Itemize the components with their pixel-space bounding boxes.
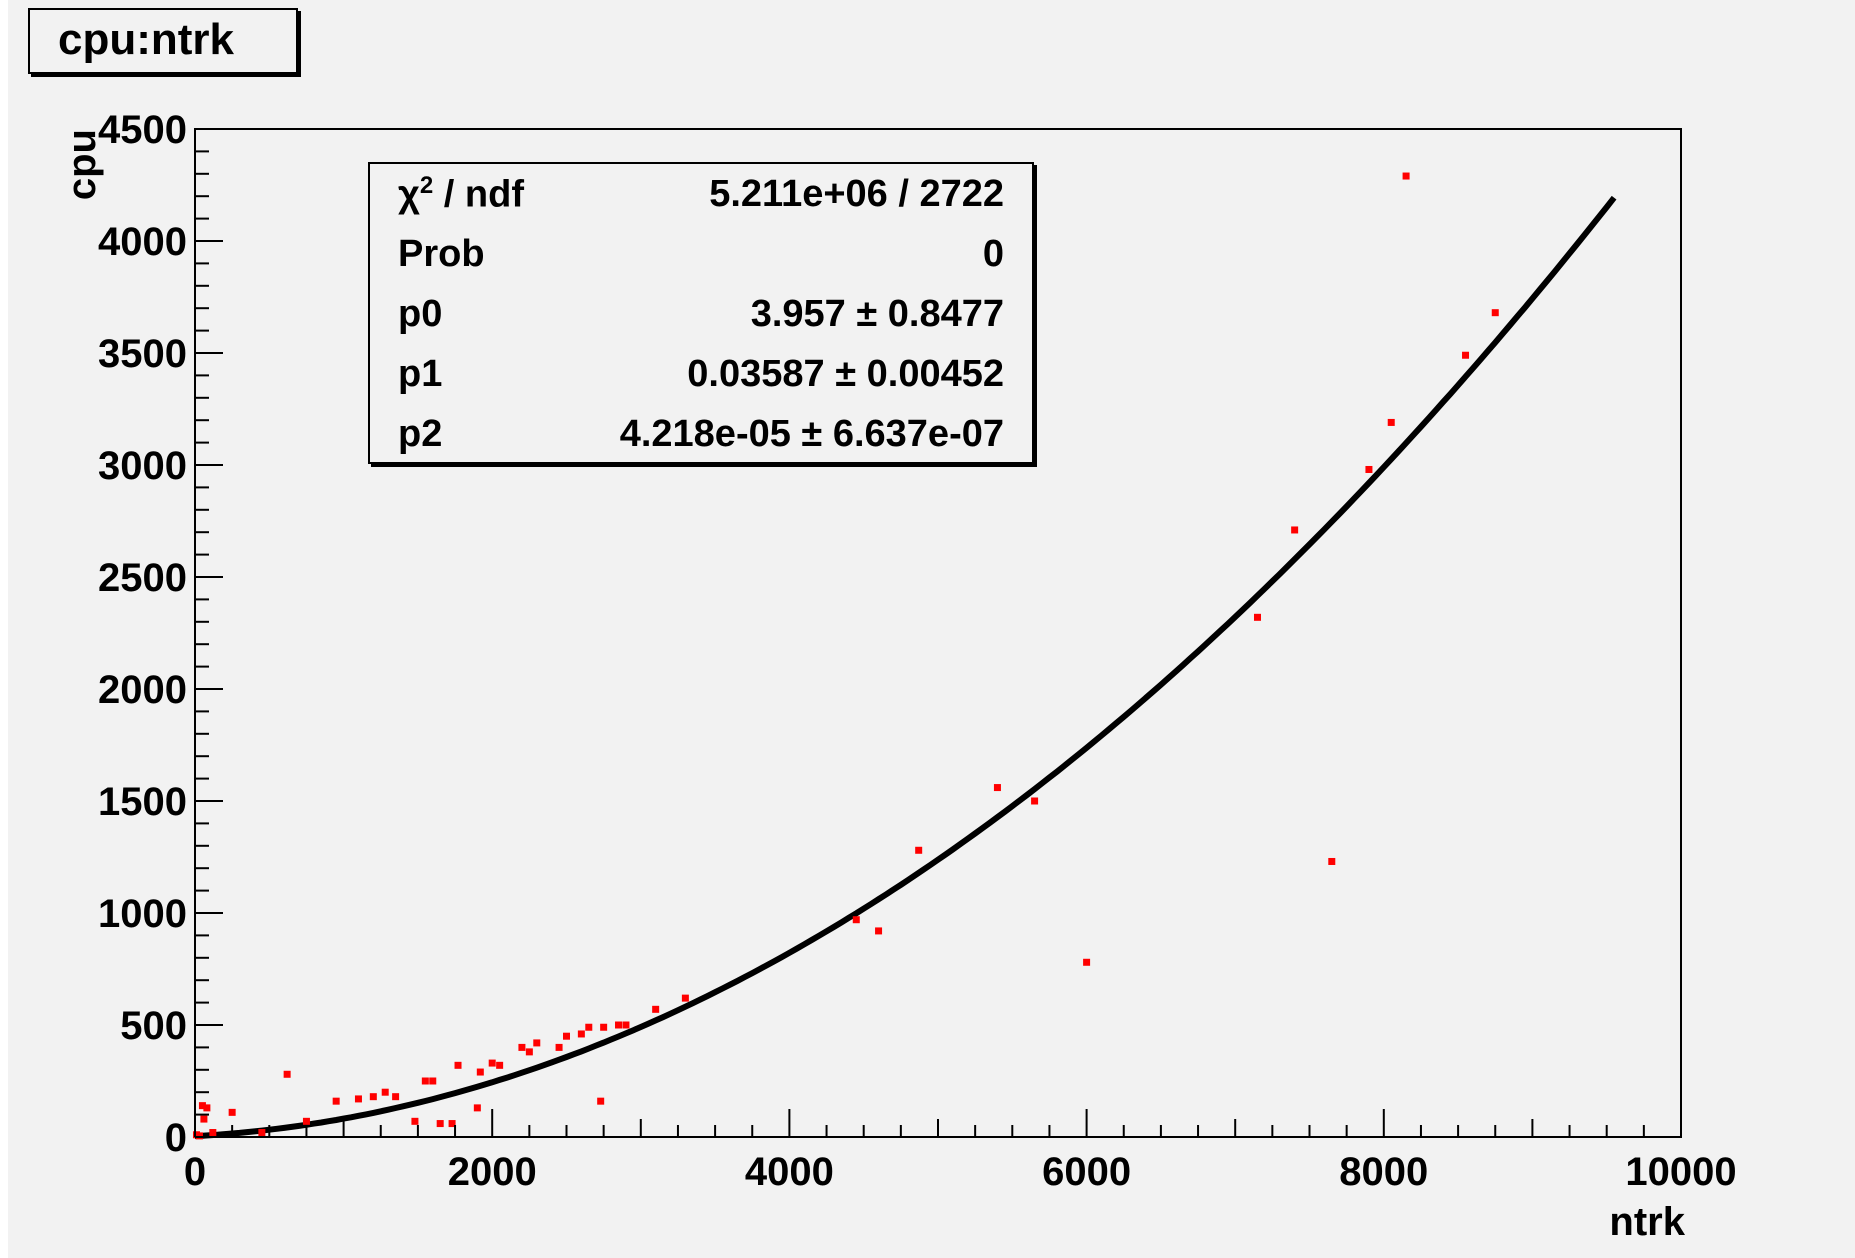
fit-layer — [194, 195, 1617, 1140]
y-tick-label: 0 — [165, 1116, 187, 1160]
stats-value: 0.03587 ± 0.00452 — [687, 352, 1004, 395]
y-tick-label: 1000 — [98, 892, 187, 936]
y-axis-title: cpu — [60, 129, 104, 200]
data-point — [454, 1061, 462, 1069]
data-point — [993, 784, 1001, 792]
data-point — [381, 1088, 389, 1096]
fit-stats-box[interactable]: χ2 / ndf 5.211e+06 / 2722 Prob 0 p0 3.95… — [368, 162, 1034, 464]
data-point — [392, 1093, 400, 1101]
y-tick-label: 3000 — [98, 444, 187, 488]
y-tick-label: 2000 — [98, 668, 187, 712]
stats-row-prob: Prob 0 — [398, 224, 1004, 284]
stats-name: p1 — [398, 352, 443, 395]
data-point — [563, 1032, 570, 1040]
scatter-plot: 0 2000 4000 6000 8000 10000 0 500 1000 1500 2000 25… — [60, 108, 1737, 1244]
data-point — [421, 1077, 429, 1085]
data-point — [1365, 465, 1373, 473]
data-point — [369, 1093, 377, 1101]
axes-layer: 0 2000 4000 6000 8000 10000 0 500 1000 1500 2000 25… — [98, 108, 1737, 1194]
x-axis-title: ntrk — [1609, 1200, 1685, 1244]
data-point — [429, 1077, 437, 1085]
data-point — [488, 1059, 496, 1067]
data-point — [332, 1097, 340, 1105]
data-point — [1083, 958, 1091, 966]
x-tick-label: 0 — [184, 1150, 206, 1194]
y-tick-label: 3500 — [98, 332, 187, 376]
points-layer — [192, 172, 1499, 1140]
stats-value: 3.957 ± 0.8477 — [750, 292, 1004, 335]
stats-name: Prob — [398, 232, 485, 275]
fit-curve — [194, 195, 1617, 1140]
stats-value: 4.218e-05 ± 6.637e-07 — [619, 412, 1004, 455]
data-point — [1387, 418, 1395, 426]
data-point — [496, 1061, 504, 1069]
data-point — [198, 1102, 206, 1110]
stats-row-p2: p2 4.218e-05 ± 6.637e-07 — [398, 404, 1004, 464]
data-point — [533, 1039, 541, 1047]
data-point — [1462, 351, 1470, 359]
data-point — [200, 1115, 208, 1123]
x-tick-label: 4000 — [745, 1150, 834, 1194]
data-point — [525, 1048, 533, 1056]
data-point — [681, 994, 689, 1002]
stats-row-p1: p1 0.03587 ± 0.00452 — [398, 344, 1004, 404]
data-point — [1328, 857, 1336, 865]
data-point — [436, 1120, 444, 1128]
data-point — [1491, 309, 1499, 317]
data-point — [195, 1132, 203, 1140]
data-point — [203, 1104, 211, 1112]
stats-value: 0 — [982, 232, 1004, 275]
data-point — [852, 916, 860, 924]
data-point — [1402, 172, 1410, 180]
data-point — [652, 1005, 660, 1013]
data-point — [473, 1104, 481, 1112]
data-point — [518, 1043, 526, 1051]
plot-title[interactable]: cpu:ntrk — [28, 8, 298, 74]
x-tick-label: 8000 — [1339, 1150, 1428, 1194]
data-point — [476, 1068, 484, 1076]
data-point — [1253, 613, 1261, 621]
data-point — [228, 1108, 236, 1116]
plot-title-text: cpu:ntrk — [58, 15, 234, 64]
data-point — [600, 1023, 608, 1031]
data-point — [875, 927, 883, 935]
y-tick-label: 500 — [120, 1004, 187, 1048]
y-tick-label: 4000 — [98, 220, 187, 264]
x-tick-label: 6000 — [1042, 1150, 1131, 1194]
stats-row-chi2: χ2 / ndf 5.211e+06 / 2722 — [398, 164, 1004, 224]
data-point — [597, 1097, 605, 1105]
data-point — [258, 1129, 266, 1137]
data-point — [1031, 797, 1039, 805]
data-point — [1291, 526, 1299, 534]
y-tick-label: 2500 — [98, 556, 187, 600]
stats-row-p0: p0 3.957 ± 0.8477 — [398, 284, 1004, 344]
data-point — [302, 1117, 310, 1125]
stats-name: p0 — [398, 292, 443, 335]
data-point — [209, 1129, 217, 1137]
y-tick-label: 1500 — [98, 780, 187, 824]
data-point — [577, 1030, 585, 1038]
stats-name: χ2 / ndf — [398, 171, 525, 216]
data-point — [448, 1120, 456, 1128]
x-tick-label: 2000 — [448, 1150, 537, 1194]
data-point — [622, 1021, 630, 1029]
data-point — [585, 1023, 593, 1031]
stats-name: p2 — [398, 412, 443, 455]
y-tick-label: 4500 — [98, 108, 187, 152]
data-point — [283, 1070, 291, 1078]
data-point — [354, 1095, 362, 1103]
stats-value: 5.211e+06 / 2722 — [709, 172, 1004, 215]
data-point — [615, 1021, 623, 1029]
data-point — [411, 1117, 419, 1125]
data-point — [555, 1043, 563, 1051]
data-point — [915, 846, 923, 854]
x-tick-label: 10000 — [1625, 1150, 1736, 1194]
